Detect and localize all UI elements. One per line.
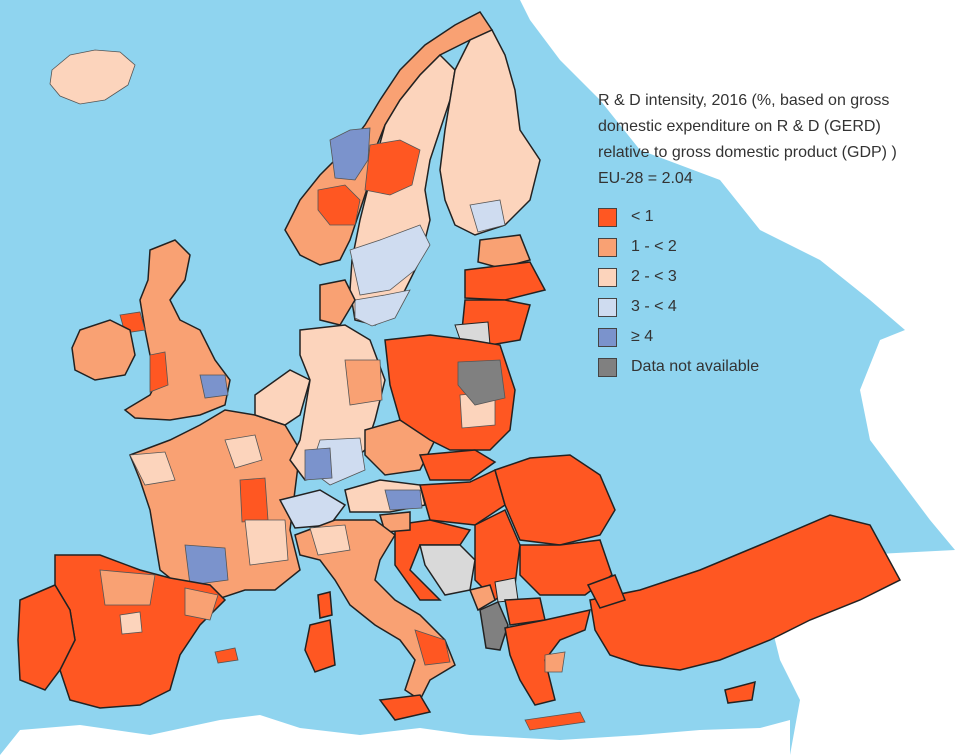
albania (479, 601, 509, 651)
crete (524, 711, 586, 731)
france-southwest-region (184, 544, 229, 586)
italy (294, 519, 456, 702)
austria-styria-region (384, 489, 423, 511)
turkey-thrace (586, 574, 626, 609)
legend-label: 3 - < 4 (631, 298, 677, 315)
legend-swatch (598, 267, 617, 287)
portugal (17, 584, 76, 691)
sweden-central-region (349, 224, 431, 296)
cyprus (724, 680, 756, 704)
spain-catalonia-region (184, 587, 219, 621)
latvia (464, 261, 547, 301)
benelux (254, 369, 311, 426)
map-title: R & D intensity, 2016 (%, based on gross… (598, 92, 897, 161)
eu-average: EU-28 = 2.04 (598, 170, 693, 187)
norway-mid-region (317, 184, 361, 226)
legend-item: Data not available (598, 352, 948, 382)
sardinia (304, 619, 336, 673)
legend-item: 1 - < 2 (598, 232, 948, 262)
legend-swatch (598, 237, 617, 257)
france-southeast-region (244, 519, 289, 566)
belarus (457, 359, 506, 406)
legend-label: < 1 (631, 208, 654, 225)
legend-label: Data not available (631, 358, 760, 375)
germany-stuttgart-region (304, 447, 333, 481)
greece-athens-region (544, 651, 566, 673)
romania (494, 454, 616, 546)
non-covered-land-east (520, 0, 955, 550)
legend-swatch (598, 357, 617, 377)
sweden-north-region (364, 139, 421, 196)
france-centre-region (239, 477, 269, 523)
legend-item: < 1 (598, 202, 948, 232)
balearic-islands (214, 647, 239, 664)
legend-swatch (598, 297, 617, 317)
legend-label: 2 - < 3 (631, 268, 677, 285)
legend-item: 2 - < 3 (598, 262, 948, 292)
iceland (49, 49, 136, 105)
legend-label: 1 - < 2 (631, 238, 677, 255)
non-covered-land-south (0, 715, 790, 755)
legend-swatch (598, 207, 617, 227)
uk-wales-region (149, 351, 169, 393)
legend-label: ≥ 4 (631, 328, 654, 345)
ireland (71, 319, 136, 381)
kosovo (494, 577, 519, 603)
finland-south-region (469, 199, 506, 233)
spain-madrid-region (119, 611, 143, 635)
corsica (317, 591, 333, 619)
croatia (394, 519, 472, 601)
legend: R & D intensity, 2016 (%, based on gross… (598, 88, 948, 382)
italy-north-region (309, 524, 351, 556)
sicily (378, 694, 432, 721)
legend-item: ≥ 4 (598, 322, 948, 352)
germany-east-region (344, 359, 383, 406)
slovakia (418, 449, 497, 481)
turkey (589, 514, 902, 671)
denmark (319, 279, 356, 326)
france-west-region (129, 451, 176, 486)
spain-north-region (99, 569, 156, 606)
legend-item: 3 - < 4 (598, 292, 948, 322)
switzerland (278, 489, 347, 529)
finland (439, 29, 541, 236)
legend-swatch (598, 327, 617, 347)
uk-london-region (199, 374, 229, 399)
montenegro (468, 584, 496, 612)
italy-south-region (414, 629, 451, 666)
sweden-south-region (354, 289, 411, 327)
france-paris-region (224, 434, 263, 469)
